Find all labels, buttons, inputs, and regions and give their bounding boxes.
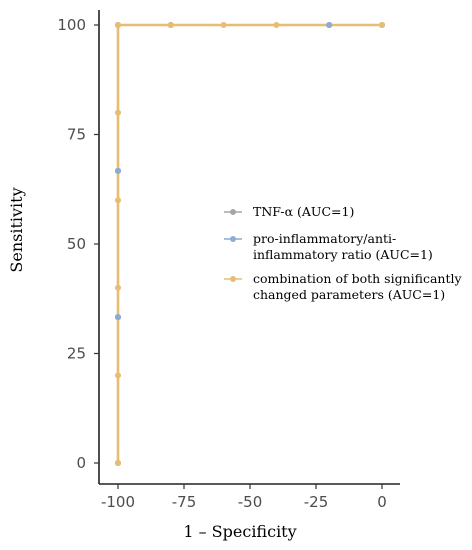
x-tick-label: -75 — [172, 493, 197, 511]
data-point — [115, 109, 121, 116]
x-tick-label: -50 — [238, 493, 263, 511]
x-tick-label: -25 — [304, 493, 329, 511]
y-tick-label: 0 — [76, 454, 86, 472]
legend-label: pro-inflammatory/anti- — [253, 231, 396, 246]
legend-key-marker — [230, 236, 236, 242]
y-axis-title: Sensitivity — [7, 187, 26, 272]
plot-series — [115, 22, 385, 466]
legend-label: changed parameters (AUC=1) — [253, 287, 445, 302]
legend: TNF-α (AUC=1) pro-inflammatory/anti-infla… — [224, 204, 462, 302]
legend-label: combination of both significantly — [253, 271, 462, 286]
y-tick-label: 100 — [57, 16, 86, 34]
data-point-highlight — [115, 167, 121, 174]
legend-key-marker — [230, 209, 236, 215]
data-point — [115, 22, 121, 28]
x-tick-label: -100 — [101, 493, 135, 511]
data-point — [220, 22, 227, 28]
series-line-2 — [116, 23, 382, 463]
data-point — [115, 284, 121, 291]
data-point — [273, 22, 280, 28]
y-tick-label: 50 — [67, 235, 86, 253]
y-tick-label: 75 — [67, 126, 86, 144]
y-tick-label: 25 — [67, 345, 86, 363]
legend-label: TNF-α (AUC=1) — [253, 204, 354, 219]
x-tick-label: 0 — [377, 493, 387, 511]
data-point — [115, 372, 121, 379]
data-point — [115, 197, 121, 204]
data-point-highlight — [115, 314, 121, 321]
axes: 0 25 50 75 100 -100 -75 -50 -25 0 1 – Specificity S… — [7, 10, 400, 541]
data-point-highlight — [326, 22, 333, 28]
data-point — [115, 460, 121, 466]
legend-key-marker — [230, 276, 236, 282]
x-axis-title: 1 – Specificity — [183, 522, 296, 541]
data-point — [167, 22, 174, 28]
data-point — [379, 22, 385, 28]
legend-label: inflammatory ratio (AUC=1) — [253, 247, 433, 262]
